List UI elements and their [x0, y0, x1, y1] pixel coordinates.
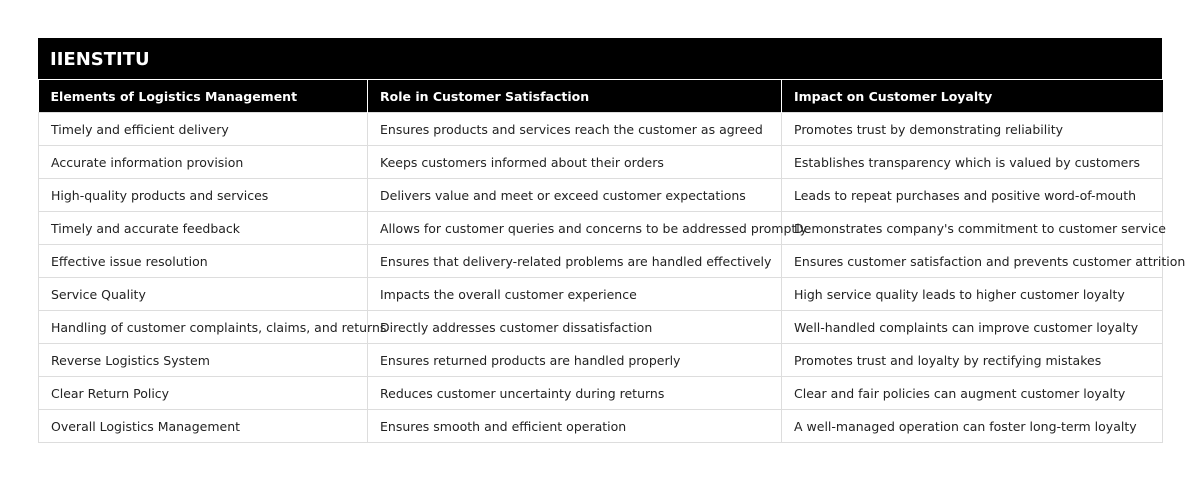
table-cell: Well-handled complaints can improve cust… — [781, 310, 1163, 344]
table-cell: Ensures that delivery-related problems a… — [367, 244, 782, 278]
table-cell: Ensures smooth and efficient operation — [367, 409, 782, 443]
table-row: Clear Return Policy Reduces customer unce… — [38, 376, 1163, 410]
table-row: Handling of customer complaints, claims,… — [38, 310, 1163, 344]
table-cell: Handling of customer complaints, claims,… — [38, 310, 386, 344]
table-row: Reverse Logistics System Ensures returned… — [38, 343, 1163, 377]
column-header: Elements of Logistics Management — [38, 80, 368, 113]
table-cell: Impacts the overall customer experience — [367, 277, 782, 311]
table-cell: High-quality products and services — [38, 178, 368, 212]
table-cell: Ensures customer satisfaction and preven… — [781, 244, 1185, 278]
table-cell: Effective issue resolution — [38, 244, 368, 278]
table-cell: Delivers value and meet or exceed custom… — [367, 178, 782, 212]
table-cell: Promotes trust by demonstrating reliabil… — [781, 112, 1163, 146]
table-cell: Clear Return Policy — [38, 376, 368, 410]
table-cell: Reduces customer uncertainty during retu… — [367, 376, 782, 410]
column-header: Impact on Customer Loyalty — [781, 80, 1163, 113]
table-cell: Clear and fair policies can augment cust… — [781, 376, 1163, 410]
table-title: IIENSTITU — [38, 38, 1162, 80]
table-cell: Demonstrates company's commitment to cus… — [781, 211, 1166, 245]
table-cell: Allows for customer queries and concerns… — [367, 211, 807, 245]
table-cell: Reverse Logistics System — [38, 343, 368, 377]
table-cell: High service quality leads to higher cus… — [781, 277, 1163, 311]
table-row: Timely and efficient delivery Ensures pro… — [38, 112, 1163, 146]
table-cell: Ensures returned products are handled pr… — [367, 343, 782, 377]
table-row: Accurate information provision Keeps cust… — [38, 145, 1163, 179]
table-cell: Overall Logistics Management — [38, 409, 368, 443]
table-cell: Ensures products and services reach the … — [367, 112, 782, 146]
table-row: High-quality products and services Delive… — [38, 178, 1163, 212]
table-cell: Timely and accurate feedback — [38, 211, 368, 245]
table-cell: Directly addresses customer dissatisfact… — [367, 310, 782, 344]
header-row: Elements of Logistics Management Role in … — [38, 80, 1163, 113]
table-row: Overall Logistics Management Ensures smoo… — [38, 409, 1163, 443]
table-row: Service Quality Impacts the overall custo… — [38, 277, 1163, 311]
table-cell: Service Quality — [38, 277, 368, 311]
table: Elements of Logistics Management Role in … — [38, 80, 1185, 443]
table-cell: Leads to repeat purchases and positive w… — [781, 178, 1163, 212]
column-header: Role in Customer Satisfaction — [367, 80, 782, 113]
table-cell: Accurate information provision — [38, 145, 368, 179]
table-row: Timely and accurate feedback Allows for c… — [38, 211, 1166, 245]
table-cell: Keeps customers informed about their ord… — [367, 145, 782, 179]
table-row: Effective issue resolution Ensures that d… — [38, 244, 1185, 278]
table-cell: Timely and efficient delivery — [38, 112, 368, 146]
table-cell: A well-managed operation can foster long… — [781, 409, 1163, 443]
table-cell: Promotes trust and loyalty by rectifying… — [781, 343, 1163, 377]
table-body: Timely and efficient delivery Ensures pro… — [38, 112, 1185, 443]
table-cell: Establishes transparency which is valued… — [781, 145, 1163, 179]
table-card: IIENSTITU Elements of Logistics Manageme… — [38, 38, 1185, 443]
